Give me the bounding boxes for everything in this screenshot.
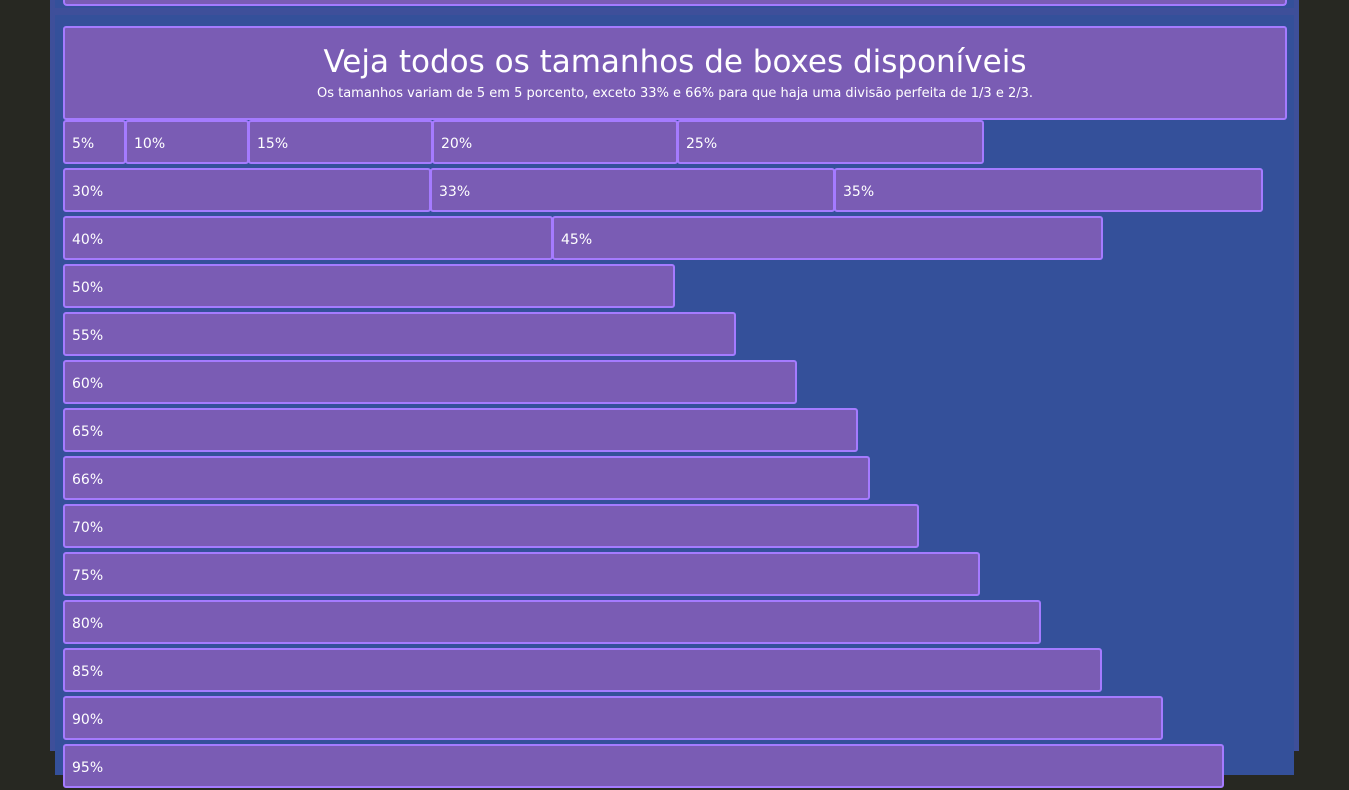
size-box-70[interactable]: 70% [63, 504, 919, 548]
size-box-30[interactable]: 30% [63, 168, 431, 212]
section-header: Veja todos os tamanhos de boxes disponív… [63, 26, 1287, 120]
size-box-66[interactable]: 66% [63, 456, 870, 500]
box-sizes-section: Veja todos os tamanhos de boxes disponív… [55, 15, 1294, 788]
size-box-15[interactable]: 15% [248, 120, 433, 164]
size-box-33[interactable]: 33% [430, 168, 835, 212]
previous-section-box [63, 0, 1287, 6]
size-box-5[interactable]: 5% [63, 120, 126, 164]
size-box-75[interactable]: 75% [63, 552, 980, 596]
previous-section [55, 0, 1294, 8]
size-box-85[interactable]: 85% [63, 648, 1102, 692]
size-box-35[interactable]: 35% [834, 168, 1263, 212]
size-box-65[interactable]: 65% [63, 408, 858, 452]
size-box-55[interactable]: 55% [63, 312, 736, 356]
size-box-80[interactable]: 80% [63, 600, 1041, 644]
size-box-45[interactable]: 45% [552, 216, 1103, 260]
size-box-90[interactable]: 90% [63, 696, 1163, 740]
section-subtitle: Os tamanhos variam de 5 em 5 porcento, e… [316, 86, 1034, 101]
section-title: Veja todos os tamanhos de boxes disponív… [323, 44, 1027, 80]
size-box-10[interactable]: 10% [125, 120, 249, 164]
size-box-20[interactable]: 20% [432, 120, 678, 164]
size-box-40[interactable]: 40% [63, 216, 553, 260]
page: Veja todos os tamanhos de boxes disponív… [50, 0, 1299, 788]
size-box-25[interactable]: 25% [677, 120, 984, 164]
size-box-60[interactable]: 60% [63, 360, 797, 404]
size-box-50[interactable]: 50% [63, 264, 675, 308]
